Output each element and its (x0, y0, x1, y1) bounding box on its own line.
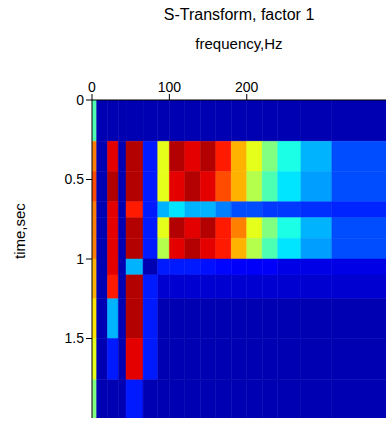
svg-text:frequency,Hz: frequency,Hz (195, 35, 282, 52)
svg-text:time,sec: time,sec (11, 203, 28, 259)
html-text:S-Transform, factor 1: S-Transform, factor 1 (163, 6, 315, 23)
svg-text:200: 200 (235, 79, 259, 95)
svg-text:1.5: 1.5 (65, 330, 85, 346)
svg-text:0.5: 0.5 (65, 171, 85, 187)
svg-text:0: 0 (88, 79, 96, 95)
svg-text:0: 0 (76, 92, 84, 108)
svg-text:1: 1 (76, 251, 84, 267)
svg-text:100: 100 (158, 79, 182, 95)
